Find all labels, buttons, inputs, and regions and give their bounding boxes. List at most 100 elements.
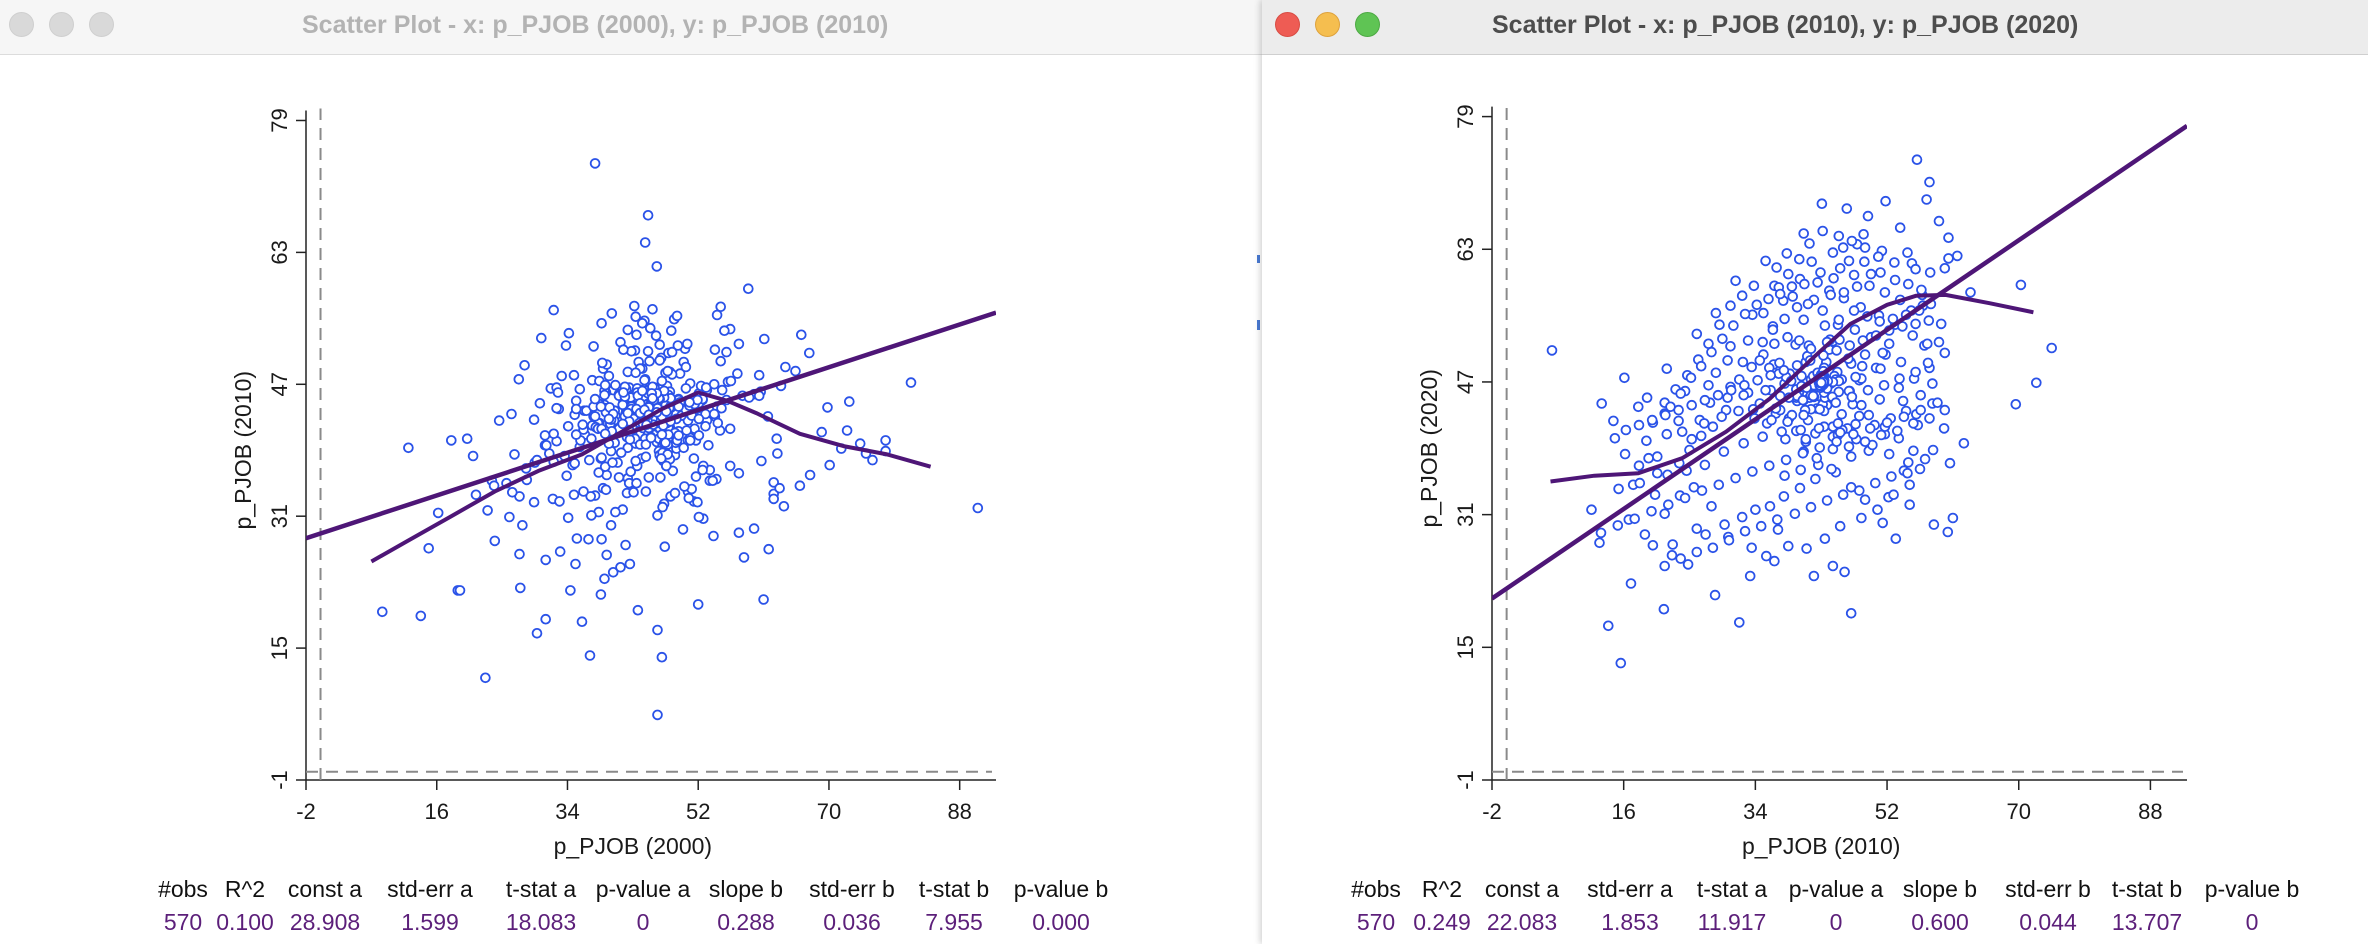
data-point: [1682, 559, 1694, 570]
data-point: [1879, 287, 1891, 298]
data-point: [1801, 543, 1812, 554]
data-point: [804, 469, 816, 481]
data-point: [610, 379, 621, 391]
data-point: [562, 420, 574, 432]
data-point: [1825, 289, 1836, 301]
data-point: [1902, 278, 1914, 290]
data-point: [570, 429, 582, 440]
data-point: [1699, 459, 1711, 471]
y-tick-label: 79: [1453, 104, 1478, 128]
stats-header: t-stat b: [2111, 876, 2183, 902]
data-point: [640, 451, 652, 463]
zoom-button[interactable]: [1355, 12, 1380, 37]
data-point: [645, 432, 657, 444]
data-point: [1859, 436, 1871, 448]
data-point: [489, 535, 501, 547]
data-point: [1935, 318, 1947, 330]
x-tick-label: 16: [424, 799, 448, 824]
data-point: [1844, 340, 1855, 351]
data-point: [1943, 253, 1954, 264]
data-point: [972, 502, 984, 514]
data-point: [531, 627, 543, 639]
data-point: [654, 355, 665, 366]
data-point: [1725, 384, 1737, 396]
data-point: [601, 549, 612, 561]
data-point: [578, 486, 589, 497]
stats-column: std-err b 0.044: [1983, 872, 2113, 938]
data-point: [1695, 360, 1707, 372]
data-point: [647, 304, 658, 315]
stats-value: 7.955: [925, 909, 983, 935]
data-point: [552, 387, 564, 398]
data-point: [1751, 299, 1763, 311]
data-point: [643, 472, 655, 483]
data-point: [589, 411, 601, 422]
title-bar[interactable]: Scatter Plot - x: p_PJOB (2010), y: p_PJ…: [1262, 0, 2368, 55]
data-point: [596, 317, 607, 329]
data-point: [1746, 361, 1758, 373]
stats-value: 11.917: [1697, 909, 1767, 935]
data-point: [1764, 500, 1776, 512]
stats-value: 570: [163, 909, 203, 935]
data-point: [1812, 277, 1823, 288]
data-point: [1695, 430, 1707, 442]
data-point: [1769, 338, 1780, 350]
data-point: [562, 512, 574, 524]
scatter-plot-chart[interactable]: -2 16 34 52 70 88 -1 15 31 47 63 79 p_PJOB (2010) p_P…: [1262, 54, 2368, 872]
data-point: [1706, 346, 1717, 358]
stats-column: R^2 0.100: [180, 872, 310, 938]
data-point: [715, 355, 726, 367]
x-tick-label: 88: [2138, 799, 2162, 824]
data-point: [1691, 328, 1703, 340]
data-point: [1851, 281, 1863, 292]
data-point: [708, 378, 720, 390]
data-point: [1804, 238, 1815, 249]
data-point: [1763, 460, 1775, 472]
title-bar[interactable]: Scatter Plot - x: p_PJOB (2000), y: p_PJ…: [0, 0, 1262, 55]
data-point: [1843, 441, 1855, 452]
minimize-button[interactable]: [49, 12, 74, 37]
zoom-button[interactable]: [89, 12, 114, 37]
data-point: [639, 237, 651, 248]
stats-value: 22.083: [1486, 909, 1558, 935]
points-group: [376, 158, 984, 721]
close-button[interactable]: [9, 12, 34, 37]
data-point: [1833, 314, 1845, 326]
stats-header: const a: [1484, 876, 1560, 902]
data-point: [1757, 336, 1769, 348]
data-point: [1661, 428, 1673, 440]
data-point: [1908, 445, 1919, 457]
data-point: [1782, 268, 1794, 280]
data-point: [1927, 378, 1938, 389]
data-point: [1816, 198, 1828, 210]
data-point: [1707, 542, 1719, 554]
data-point: [1760, 550, 1772, 562]
minimize-button[interactable]: [1315, 12, 1340, 37]
data-point: [1651, 451, 1663, 462]
data-point: [620, 539, 631, 551]
data-point: [1872, 251, 1884, 263]
data-point: [640, 486, 652, 497]
data-point: [683, 492, 695, 504]
data-point: [1797, 447, 1809, 459]
data-point: [1659, 560, 1671, 572]
x-tick-label: 70: [2006, 799, 2030, 824]
stats-header: t-stat b: [918, 876, 990, 902]
data-point: [1890, 533, 1902, 545]
stats-header: #obs: [158, 876, 208, 902]
close-button[interactable]: [1275, 12, 1300, 37]
data-point: [1915, 404, 1926, 416]
scatter-plot-chart[interactable]: -2 16 34 52 70 88 -1 15 31 47 63 79 p_PJOB (2000) p_P…: [0, 54, 1262, 872]
data-point: [528, 496, 540, 508]
data-point: [1691, 523, 1703, 535]
data-point: [1739, 308, 1751, 320]
data-point: [622, 407, 634, 419]
data-point: [1821, 495, 1833, 506]
data-point: [1832, 418, 1844, 429]
data-point: [1846, 391, 1858, 403]
data-point: [1924, 413, 1935, 424]
data-point: [1805, 501, 1817, 513]
data-point: [1845, 451, 1857, 462]
data-point: [1819, 320, 1831, 331]
data-point: [1722, 355, 1733, 366]
